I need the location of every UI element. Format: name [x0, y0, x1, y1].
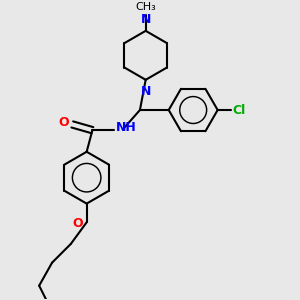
Text: CH₃: CH₃	[135, 2, 156, 12]
Text: Cl: Cl	[232, 103, 245, 116]
Text: N: N	[140, 13, 151, 26]
Text: O: O	[72, 217, 83, 230]
Text: NH: NH	[116, 122, 136, 134]
Text: O: O	[58, 116, 69, 130]
Text: N: N	[140, 85, 151, 98]
